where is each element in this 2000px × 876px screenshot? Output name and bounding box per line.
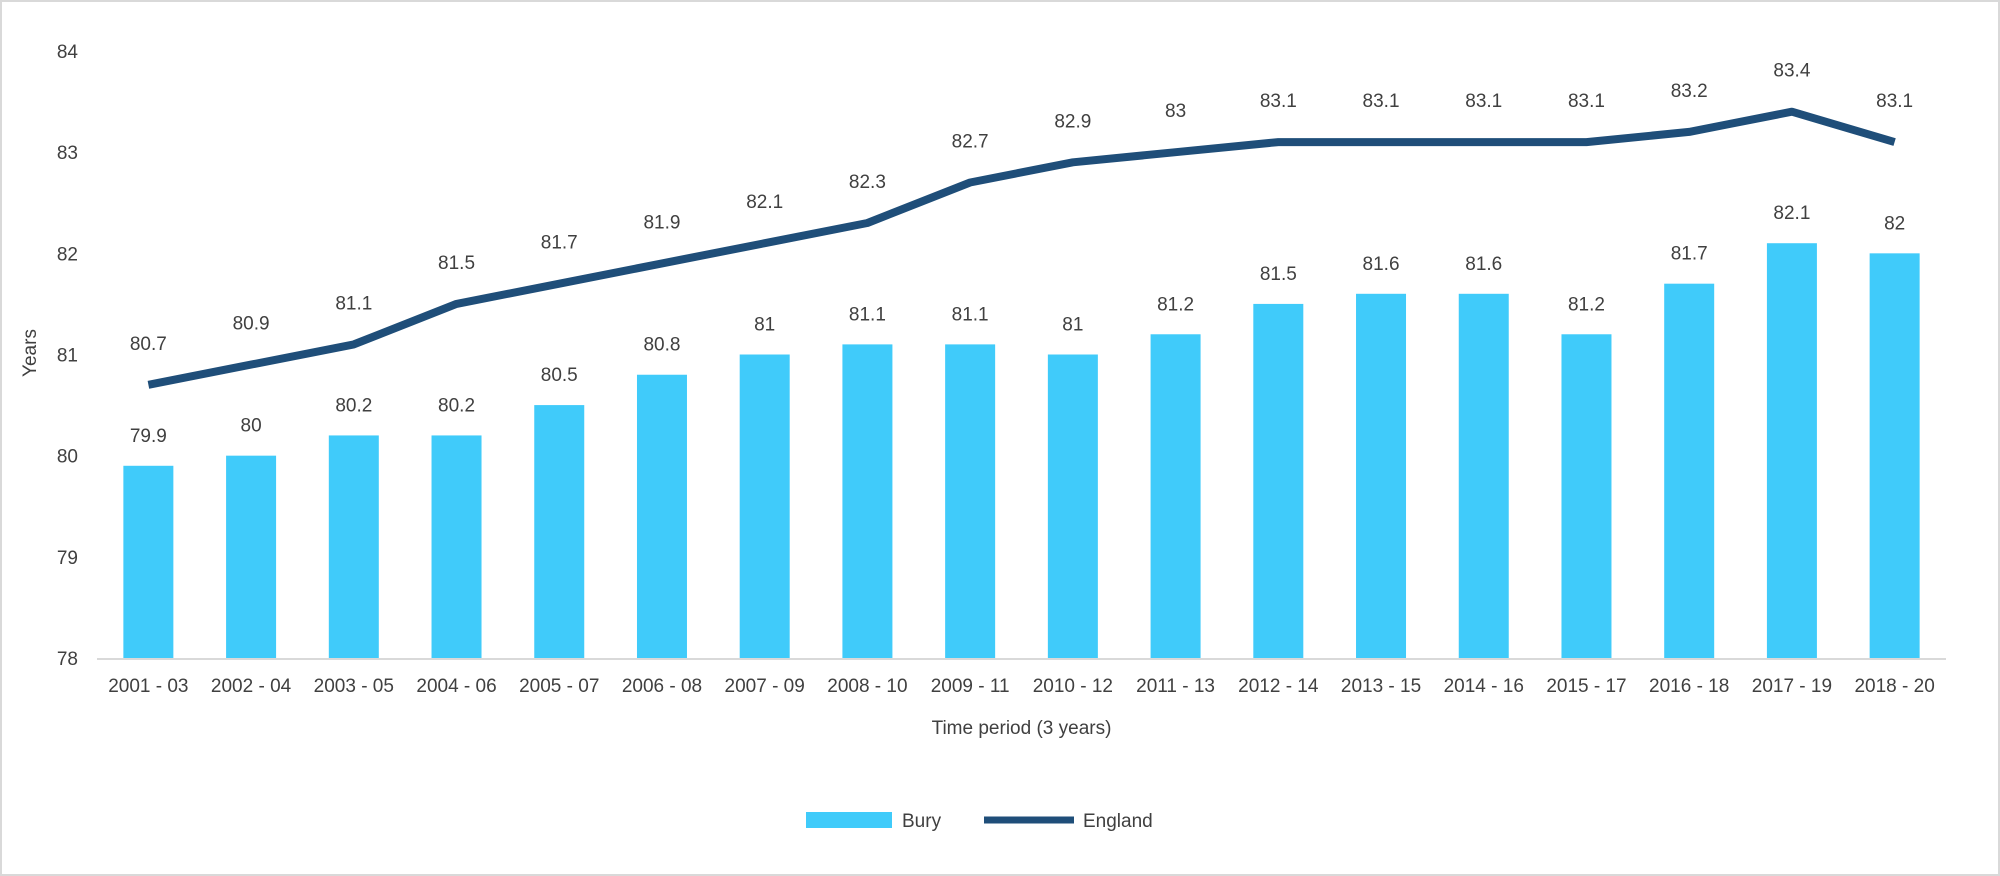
bury-bar (226, 455, 277, 658)
bury-data-label: 81.5 (1260, 264, 1297, 285)
england-data-label: 81.9 (643, 212, 680, 233)
x-tick-label: 2005 - 07 (519, 676, 599, 697)
x-tick-label: 2006 - 08 (622, 676, 702, 697)
bury-bar (1766, 243, 1817, 658)
england-data-label: 83.1 (1260, 91, 1297, 112)
england-data-label: 80.9 (233, 314, 270, 335)
england-data-labels: 80.7 80.9 81.1 81.5 81.7 81.9 82.1 82.3 82.7 82.9… (130, 61, 1913, 355)
x-tick-label: 2012 - 14 (1238, 676, 1319, 697)
england-line (147, 107, 1896, 389)
england-data-label: 82.3 (849, 172, 886, 193)
bury-bar (739, 354, 790, 658)
bury-bar (431, 435, 482, 658)
x-axis-title: Time period (3 years) (932, 718, 1112, 739)
england-data-label: 83.2 (1671, 81, 1708, 102)
bury-bar (1253, 303, 1304, 658)
bury-data-label: 81.6 (1465, 254, 1502, 275)
bury-bar (1458, 293, 1509, 658)
bury-bar (945, 344, 996, 658)
bury-data-label: 82 (1884, 213, 1905, 234)
england-data-label: 81.7 (541, 233, 578, 254)
y-tick-label: 84 (57, 42, 79, 63)
england-data-label: 83 (1165, 101, 1186, 122)
x-tick-label: 2016 - 18 (1649, 676, 1729, 697)
bury-bar (1356, 293, 1407, 658)
england-data-label: 80.7 (130, 334, 167, 355)
x-tick-label: 2007 - 09 (725, 676, 805, 697)
x-tick-label: 2011 - 13 (1136, 676, 1215, 697)
bury-data-label: 81.7 (1671, 244, 1708, 265)
bury-data-label: 81.1 (952, 304, 989, 325)
y-tick-label: 79 (57, 548, 78, 569)
england-data-label: 82.9 (1054, 111, 1091, 132)
bury-bar (1561, 334, 1612, 658)
bury-data-label: 81.1 (849, 304, 886, 325)
x-axis-tick-labels: 2001 - 03 2002 - 04 2003 - 05 2004 - 06 2005… (108, 676, 1935, 697)
england-data-label: 83.1 (1876, 91, 1913, 112)
bury-bar (123, 465, 174, 658)
bury-data-label: 81.2 (1157, 294, 1194, 315)
legend-england-label: England (1083, 811, 1153, 832)
bury-data-label: 79.9 (130, 426, 167, 447)
y-axis-title: Years (20, 329, 41, 377)
england-data-label: 83.4 (1773, 61, 1810, 82)
bury-data-label: 81.2 (1568, 294, 1605, 315)
x-tick-label: 2009 - 11 (931, 676, 1010, 697)
bury-bar (636, 374, 687, 658)
y-tick-label: 81 (57, 346, 78, 367)
y-tick-label: 80 (57, 447, 78, 468)
legend: Bury England (806, 811, 1153, 832)
bury-data-label: 80.2 (335, 395, 372, 416)
x-tick-label: 2015 - 17 (1546, 676, 1626, 697)
x-tick-label: 2018 - 20 (1854, 676, 1934, 697)
x-tick-label: 2004 - 06 (416, 676, 496, 697)
bury-data-label: 82.1 (1773, 203, 1810, 224)
x-tick-label: 2010 - 12 (1033, 676, 1113, 697)
england-data-label: 83.1 (1568, 91, 1605, 112)
x-tick-label: 2008 - 10 (827, 676, 907, 697)
bury-data-label: 81 (754, 315, 775, 336)
bury-data-labels: 79.9 80 80.2 80.2 80.5 80.8 81 81.1 81.1 81 81.2 81… (130, 203, 1905, 447)
bury-bars (123, 243, 1920, 659)
bury-bar (1869, 253, 1920, 659)
bury-bar (842, 344, 893, 658)
y-tick-label: 78 (57, 649, 78, 670)
y-tick-label: 83 (57, 143, 78, 164)
bury-data-label: 80 (241, 416, 262, 437)
england-data-label: 81.5 (438, 253, 475, 274)
x-tick-label: 2002 - 04 (211, 676, 292, 697)
bury-data-label: 81 (1062, 315, 1083, 336)
legend-bury-label: Bury (902, 811, 942, 832)
bury-bar (1047, 354, 1098, 658)
england-data-label: 83.1 (1465, 91, 1502, 112)
y-tick-label: 82 (57, 244, 78, 265)
y-axis-ticks: 78 79 80 81 82 83 84 (57, 42, 79, 670)
bury-bar (1150, 334, 1201, 658)
bury-bar (1664, 283, 1715, 658)
bury-data-label: 80.5 (541, 365, 578, 386)
bury-data-label: 80.8 (643, 335, 680, 356)
england-data-label: 82.7 (952, 132, 989, 153)
england-data-label: 82.1 (746, 192, 783, 213)
bury-data-label: 80.2 (438, 395, 475, 416)
england-data-label: 81.1 (335, 293, 372, 314)
england-data-label: 83.1 (1363, 91, 1400, 112)
x-tick-label: 2001 - 03 (108, 676, 188, 697)
legend-bury-swatch (806, 812, 892, 828)
x-tick-label: 2003 - 05 (314, 676, 394, 697)
x-tick-label: 2014 - 16 (1444, 676, 1524, 697)
x-tick-label: 2017 - 19 (1752, 676, 1832, 697)
bury-bar (328, 435, 379, 658)
bury-bar (534, 405, 585, 658)
bury-data-label: 81.6 (1363, 254, 1400, 275)
x-tick-label: 2013 - 15 (1341, 676, 1421, 697)
